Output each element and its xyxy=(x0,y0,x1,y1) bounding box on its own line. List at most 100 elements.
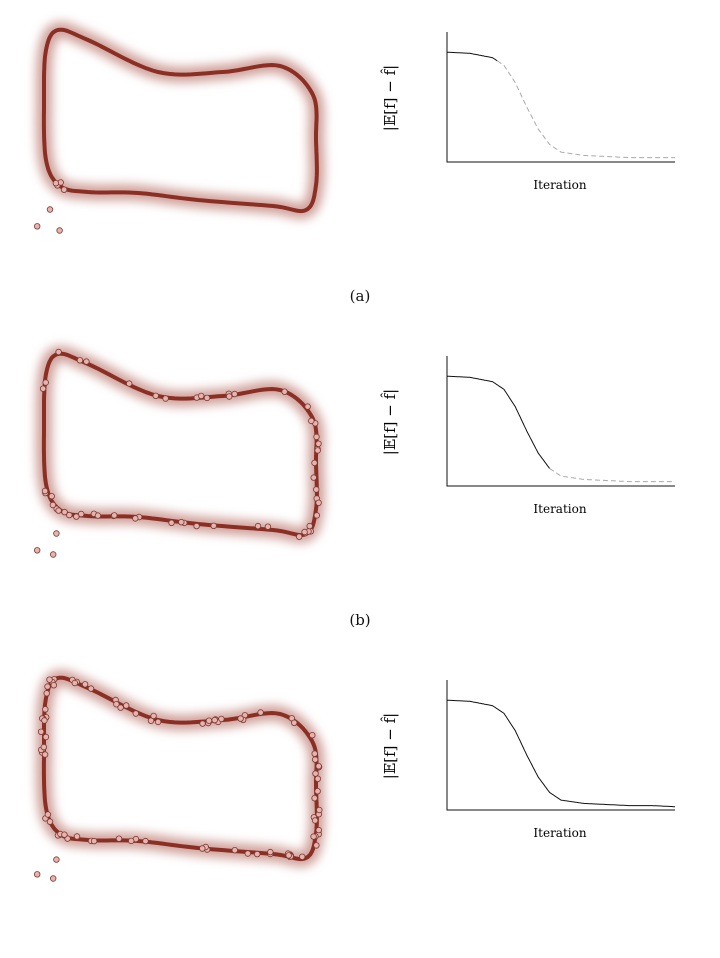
error-plot-b: |𝔼[f] − f̂| Iteration xyxy=(381,356,675,516)
x-axis-label-b: Iteration xyxy=(533,502,586,516)
sample-point xyxy=(211,716,218,724)
sample-point xyxy=(154,718,162,726)
sample-point xyxy=(313,842,320,849)
sample-point xyxy=(50,551,57,558)
sample-point xyxy=(53,530,60,537)
sample-point xyxy=(87,685,95,692)
sample-point xyxy=(37,728,45,735)
x-axis-label-c: Iteration xyxy=(533,826,586,840)
sample-point xyxy=(314,787,321,795)
sample-point xyxy=(264,523,272,530)
sample-point xyxy=(46,818,54,825)
sample-point xyxy=(127,837,135,845)
sample-point xyxy=(308,417,315,425)
sample-point xyxy=(315,762,322,770)
sample-point xyxy=(39,385,47,392)
sample-point xyxy=(41,751,49,758)
sample-point xyxy=(113,701,120,708)
sample-point xyxy=(285,852,292,859)
sample-point xyxy=(42,733,50,741)
sample-point xyxy=(315,826,322,834)
sample-point xyxy=(50,682,57,689)
sample-point xyxy=(218,715,225,723)
sample-point xyxy=(49,501,57,509)
sample-point xyxy=(132,710,139,717)
sample-point xyxy=(76,357,84,364)
sample-point xyxy=(210,522,217,529)
curve-line xyxy=(41,27,319,214)
y-axis-label-a: |𝔼[f] − f̂| xyxy=(381,65,399,131)
sample-point xyxy=(311,750,318,757)
sample-point xyxy=(309,731,316,739)
sample-point xyxy=(34,223,41,230)
sample-point xyxy=(231,846,238,854)
axes xyxy=(446,356,675,487)
sample-point xyxy=(55,348,62,356)
series-line-dashed xyxy=(549,467,675,483)
sample-point xyxy=(34,547,41,554)
sample-point xyxy=(42,706,49,713)
sample-point xyxy=(178,518,185,526)
sample-point xyxy=(304,403,311,410)
sample-point xyxy=(199,720,206,727)
sample-point xyxy=(71,679,78,687)
sample-point xyxy=(52,179,60,187)
sample-point xyxy=(73,513,80,520)
sample-point xyxy=(315,499,322,506)
sample-point xyxy=(43,690,50,697)
sample-point xyxy=(197,392,205,400)
curve-glow xyxy=(35,21,325,220)
error-plot-c: |𝔼[f] − f̂| Iteration xyxy=(381,680,675,840)
sample-point xyxy=(122,702,130,709)
sample-point xyxy=(301,528,308,536)
sample-point xyxy=(44,811,52,818)
sample-point xyxy=(312,756,319,763)
sample-point xyxy=(66,511,73,519)
sample-point xyxy=(162,395,169,402)
sample-point xyxy=(34,871,41,878)
sample-point xyxy=(299,853,306,860)
sample-point xyxy=(312,770,319,777)
sample-point xyxy=(267,848,274,856)
curve-line xyxy=(41,351,319,538)
sample-point xyxy=(310,833,317,840)
sample-point xyxy=(55,507,62,514)
sample-point xyxy=(111,512,118,519)
panel-b: |𝔼[f] − f̂| Iteration (b) xyxy=(0,334,720,634)
sample-point xyxy=(83,358,90,365)
sample-point xyxy=(313,512,320,519)
sample-point xyxy=(310,474,317,481)
sample-point xyxy=(225,393,233,400)
sample-point xyxy=(61,508,68,516)
sample-point xyxy=(254,522,262,530)
sample-point xyxy=(311,459,318,467)
sample-point xyxy=(41,717,48,724)
curve-shape-a xyxy=(34,21,325,234)
sample-point xyxy=(50,875,57,882)
sample-point xyxy=(94,512,102,519)
sample-point xyxy=(311,794,318,802)
sample-point xyxy=(205,717,213,724)
sample-point xyxy=(168,519,175,526)
sample-point xyxy=(48,492,55,500)
error-plot-a: |𝔼[f] − f̂| Iteration xyxy=(381,32,675,192)
curve-glow xyxy=(35,669,325,868)
sample-point xyxy=(44,683,51,690)
sample-point xyxy=(306,522,313,530)
panel-a: |𝔼[f] − f̂| Iteration (a) xyxy=(0,10,720,310)
sample-point xyxy=(46,206,54,213)
sample-point xyxy=(315,440,322,447)
sample-point xyxy=(150,712,157,720)
sample-point xyxy=(311,817,319,824)
caption-b: (b) xyxy=(349,611,371,629)
curve-shape-c xyxy=(34,669,325,882)
sample-point xyxy=(253,850,261,858)
sample-point xyxy=(296,533,303,540)
sample-point xyxy=(147,717,155,724)
series-line-solid xyxy=(446,375,551,469)
sample-point xyxy=(316,806,323,814)
sample-point xyxy=(291,719,298,727)
axes xyxy=(446,32,675,163)
sample-point xyxy=(115,835,123,842)
sample-point xyxy=(314,447,321,454)
